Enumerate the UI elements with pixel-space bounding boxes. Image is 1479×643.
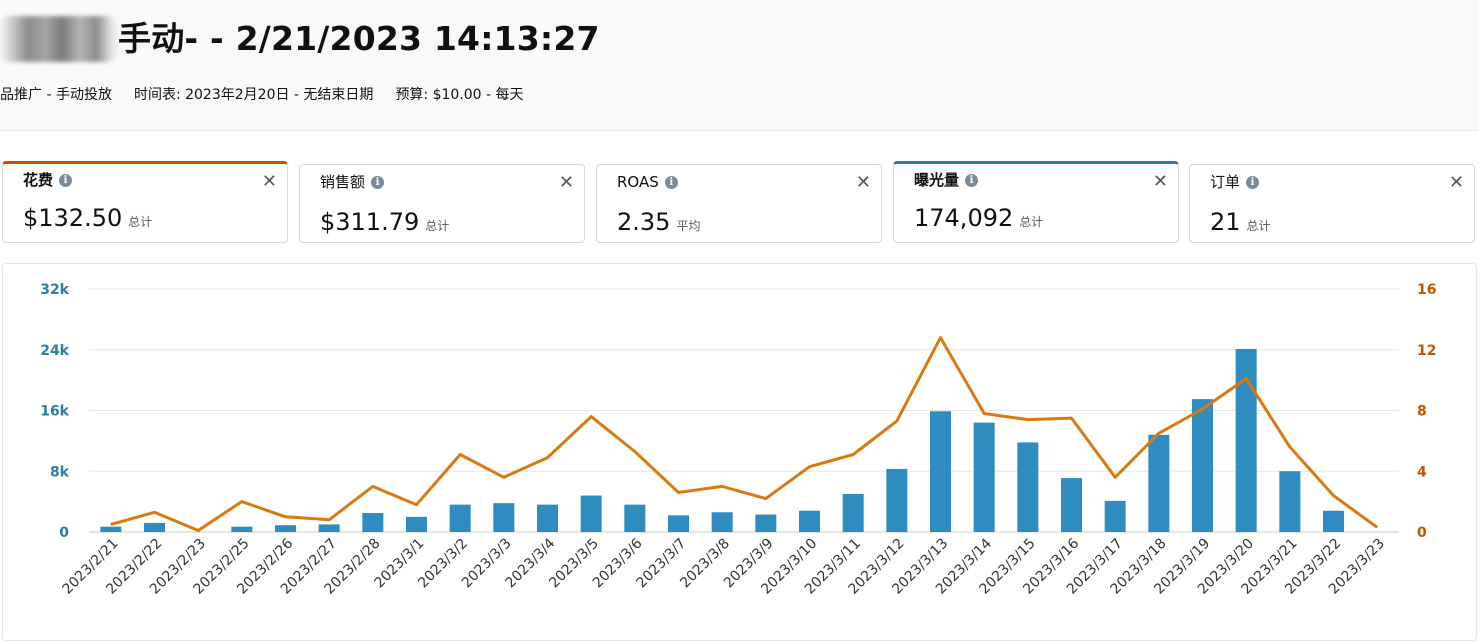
bar [842, 494, 864, 532]
bar [711, 512, 733, 532]
bar [1279, 471, 1301, 532]
y-right-tick-label: 0 [1417, 525, 1427, 541]
close-icon[interactable]: ✕ [558, 172, 574, 193]
bar [1148, 434, 1170, 532]
metric-aggregation: 总计 [128, 215, 153, 229]
metric-label: 曝光量 [914, 171, 960, 189]
y-right-tick-label: 4 [1417, 464, 1427, 480]
bar [1061, 478, 1082, 532]
bar [1017, 442, 1039, 532]
close-icon[interactable]: ✕ [1152, 171, 1168, 192]
bar [973, 422, 995, 532]
info-icon[interactable]: i [371, 175, 385, 189]
metric-aggregation: 总计 [425, 219, 450, 233]
bar [1192, 399, 1213, 532]
metric-card-orders[interactable]: 订单 i ✕ 21 总计 [1189, 164, 1475, 243]
metric-card-impressions[interactable]: 曝光量 i ✕ 174,092 总计 [893, 161, 1179, 243]
metric-aggregation: 平均 [676, 219, 701, 233]
bar [493, 503, 515, 532]
bar [624, 504, 646, 532]
metric-aggregation: 总计 [1019, 215, 1044, 229]
metric-value: 174,092 [914, 204, 1014, 232]
bar [580, 495, 602, 532]
metric-value: $132.50 [23, 204, 123, 232]
metric-label: 订单 [1210, 173, 1241, 191]
bar [362, 513, 384, 532]
info-icon[interactable]: i [965, 173, 979, 187]
campaign-header: 手动- - 2/21/2023 14:13:27 品推广 - 手动投放 时间表:… [0, 0, 1479, 131]
metric-label: 花费 [23, 171, 54, 189]
bar [275, 525, 296, 532]
campaign-schedule: 时间表: 2023年2月20日 - 无结束日期 [133, 87, 374, 103]
metric-card-spend[interactable]: 花费 i ✕ $132.50 总计 [2, 161, 288, 243]
bar [1235, 348, 1257, 532]
bar [886, 468, 908, 532]
series-line [110, 336, 1379, 532]
bar [755, 514, 777, 532]
blurred-campaign-name [0, 16, 118, 62]
metric-label: 销售额 [320, 173, 366, 191]
bar [537, 504, 558, 532]
campaign-type: 品推广 - 手动投放 [0, 87, 112, 103]
metric-card-sales[interactable]: 销售额 i ✕ $311.79 总计 [299, 164, 585, 243]
y-left-tick-label: 0 [59, 525, 69, 541]
info-icon[interactable]: i [1246, 175, 1260, 189]
close-icon[interactable]: ✕ [1448, 172, 1464, 193]
campaign-budget: 预算: $10.00 - 每天 [395, 87, 524, 103]
close-icon[interactable]: ✕ [261, 171, 277, 192]
bar [144, 522, 165, 532]
metric-card-roas[interactable]: ROAS i ✕ 2.35 平均 [596, 164, 882, 243]
bar [799, 510, 820, 532]
bar [449, 504, 471, 532]
bar [318, 524, 340, 532]
y-right-tick-label: 12 [1417, 343, 1436, 359]
campaign-info: 品推广 - 手动投放 时间表: 2023年2月20日 - 无结束日期 预算: $… [0, 85, 546, 105]
page-title: 手动- - 2/21/2023 14:13:27 [118, 19, 600, 58]
bar [100, 526, 122, 532]
y-left-tick-label: 16k [40, 404, 69, 420]
bar [1104, 500, 1126, 532]
bar [1323, 510, 1344, 532]
bar [668, 515, 689, 532]
metric-label: ROAS [617, 173, 659, 191]
close-icon[interactable]: ✕ [855, 172, 871, 193]
y-right-tick-label: 8 [1417, 404, 1427, 420]
info-icon[interactable]: i [59, 173, 73, 187]
y-left-tick-label: 24k [40, 343, 69, 359]
bar [406, 516, 427, 532]
metric-value: 21 [1210, 208, 1241, 236]
metric-value: 2.35 [617, 208, 671, 236]
info-icon[interactable]: i [664, 175, 678, 189]
metric-value: $311.79 [320, 208, 420, 236]
bar [231, 526, 253, 532]
y-left-tick-label: 32k [40, 282, 69, 298]
performance-chart: 32k 16 24k 12 16k 8 8k 4 0 0 2023/2/21 2023/2/22 202… [2, 263, 1477, 641]
y-right-tick-label: 16 [1417, 282, 1436, 298]
y-left-tick-label: 8k [50, 464, 70, 480]
bar [930, 411, 951, 532]
metric-aggregation: 总计 [1246, 219, 1271, 233]
